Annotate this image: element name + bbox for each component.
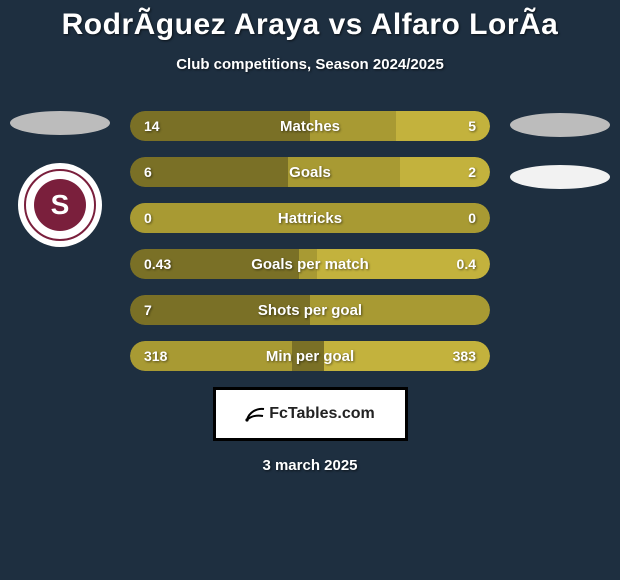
stat-bars: Matches145Goals62Hattricks00Goals per ma… xyxy=(130,111,490,371)
stat-segment xyxy=(130,157,288,187)
stat-segment xyxy=(130,203,490,233)
stat-value-right: 5 xyxy=(468,111,476,141)
stat-row: Goals62 xyxy=(130,157,490,187)
comparison-area: S Matches145Goals62Hattricks00Goals per … xyxy=(0,111,620,371)
left-player-col: S xyxy=(10,111,110,247)
stat-row: Matches145 xyxy=(130,111,490,141)
stat-segment xyxy=(299,249,317,279)
stat-value-right: 0 xyxy=(468,203,476,233)
stat-segment xyxy=(310,295,490,325)
stat-value-left: 14 xyxy=(144,111,160,141)
stat-value-left: 0 xyxy=(144,203,152,233)
subtitle: Club competitions, Season 2024/2025 xyxy=(0,56,620,73)
stat-segment xyxy=(292,341,324,371)
stat-row: Min per goal318383 xyxy=(130,341,490,371)
club-crest-placeholder-right xyxy=(510,165,610,189)
stat-segment xyxy=(130,295,310,325)
fctables-icon xyxy=(245,406,265,422)
stat-segment xyxy=(400,157,490,187)
brand-box: FcTables.com xyxy=(213,387,408,441)
stat-value-left: 318 xyxy=(144,341,167,371)
page-title: RodrÃ­guez Araya vs Alfaro LorÃ­a xyxy=(0,0,620,42)
stat-segment xyxy=(288,157,400,187)
stat-segment xyxy=(310,111,396,141)
stat-row: Shots per goal7 xyxy=(130,295,490,325)
stat-value-right: 2 xyxy=(468,157,476,187)
fctables-logo: FcTables.com xyxy=(245,405,375,423)
player-photo-placeholder-right xyxy=(510,113,610,137)
right-player-col xyxy=(510,111,610,217)
club-crest-left: S xyxy=(18,163,102,247)
stat-value-left: 7 xyxy=(144,295,152,325)
stat-row: Hattricks00 xyxy=(130,203,490,233)
stat-value-right: 0.4 xyxy=(457,249,476,279)
stat-row: Goals per match0.430.4 xyxy=(130,249,490,279)
player-photo-placeholder-left xyxy=(10,111,110,135)
crest-letter: S xyxy=(34,179,86,231)
date-text: 3 march 2025 xyxy=(0,457,620,474)
stat-value-right: 383 xyxy=(453,341,476,371)
stat-value-left: 6 xyxy=(144,157,152,187)
stat-value-left: 0.43 xyxy=(144,249,171,279)
brand-text: FcTables.com xyxy=(269,405,375,423)
